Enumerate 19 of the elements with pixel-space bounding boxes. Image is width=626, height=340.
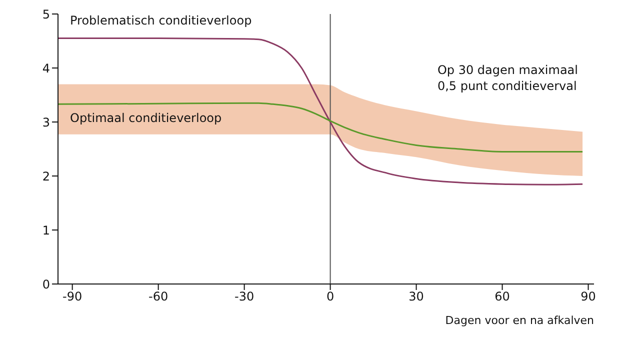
y-tick-label: 4	[42, 61, 50, 76]
x-tick-label: -60	[148, 290, 168, 304]
y-tick-label: 3	[42, 115, 50, 130]
x-tick-label: 0	[326, 290, 334, 304]
series-label: Problematisch conditieverloop	[70, 13, 252, 28]
x-axis-title: Dagen voor en na afkalven	[445, 314, 594, 327]
y-tick-label: 5	[42, 7, 50, 22]
x-tick-label: 30	[408, 290, 424, 304]
line-series	[58, 102, 584, 152]
x-tick-label: 60	[494, 290, 510, 304]
x-tick-label: -90	[62, 290, 82, 304]
y-tick-label: 1	[42, 223, 50, 238]
series-label: Optimaal conditieverloop	[70, 111, 222, 126]
x-tick-label: 90	[580, 290, 596, 304]
y-tick-label: 0	[42, 277, 50, 292]
y-tick-label: 2	[42, 169, 50, 184]
line-series	[58, 38, 584, 186]
x-tick-label: -30	[234, 290, 254, 304]
annotation: Op 30 dagen maximaal 0,5 punt conditieverval	[437, 62, 578, 94]
